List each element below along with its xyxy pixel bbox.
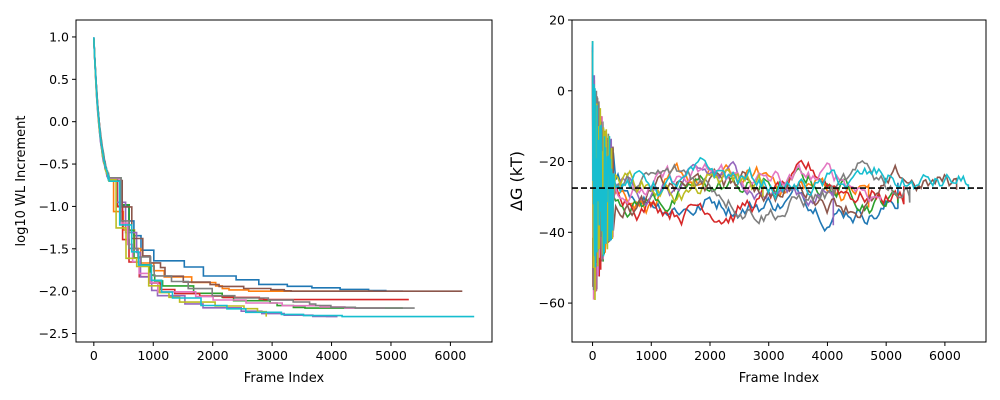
right-series-group (591, 41, 970, 301)
right-chart-panel: 0 1000 2000 3000 4000 5000 6000 20 0 −20 −40 −60 F… (507, 13, 987, 386)
left-x-ticks: 0 1000 2000 3000 4000 5000 6000 (90, 342, 466, 363)
series-line-5 (93, 37, 338, 318)
x-tick-label: 6000 (929, 348, 961, 363)
x-tick-label: 3000 (256, 348, 288, 363)
series-line-6 (93, 38, 463, 292)
series-line-2 (93, 38, 374, 292)
series-line-2 (591, 61, 870, 272)
x-tick-label: 4000 (812, 348, 844, 363)
x-tick-label: 1000 (137, 348, 169, 363)
y-tick-label: −0.5 (39, 157, 69, 172)
x-tick-label: 2000 (197, 348, 229, 363)
series-line-10 (93, 37, 475, 318)
series-line-3 (591, 41, 899, 289)
y-tick-label: −1.0 (39, 199, 69, 214)
left-chart-panel: 0 1000 2000 3000 4000 5000 6000 1.0 0.5 0.0 −0.5 −… (14, 19, 493, 386)
y-tick-label: 0.5 (49, 72, 69, 87)
y-tick-label: −2.0 (39, 284, 69, 299)
right-x-axis-label: Frame Index (739, 371, 820, 386)
left-y-ticks: 1.0 0.5 0.0 −0.5 −1.0 −1.5 −2.0 −2.5 (39, 29, 76, 341)
y-tick-label: 1.0 (49, 29, 69, 44)
y-tick-label: 0 (557, 83, 565, 98)
y-tick-label: 20 (549, 13, 565, 28)
left-y-axis-label: log10 WL Increment (14, 116, 29, 247)
x-tick-label: 5000 (375, 348, 407, 363)
y-tick-label: −2.5 (39, 326, 69, 341)
y-tick-label: 0.0 (49, 114, 69, 129)
left-series-group (93, 37, 475, 318)
y-tick-label: −40 (539, 225, 565, 240)
x-tick-label: 2000 (694, 348, 726, 363)
left-plot-frame (75, 19, 493, 343)
right-y-axis-label: ΔG (kT) (507, 151, 526, 211)
right-plot-frame (571, 19, 987, 343)
x-tick-label: 1000 (635, 348, 667, 363)
x-tick-label: 6000 (434, 348, 466, 363)
series-line-4 (591, 47, 905, 277)
series-line-6 (591, 50, 958, 291)
right-y-ticks: 20 0 −20 −40 −60 (539, 13, 572, 311)
right-x-ticks: 0 1000 2000 3000 4000 5000 6000 (589, 342, 961, 363)
series-line-8 (93, 38, 415, 309)
x-tick-label: 0 (90, 348, 98, 363)
x-tick-label: 3000 (753, 348, 785, 363)
y-tick-label: −1.5 (39, 241, 69, 256)
series-line-7 (93, 37, 385, 309)
y-tick-label: −60 (539, 296, 565, 311)
x-tick-label: 5000 (870, 348, 902, 363)
left-x-axis-label: Frame Index (244, 371, 325, 386)
y-tick-label: −20 (539, 154, 565, 169)
x-tick-label: 0 (589, 348, 597, 363)
series-line-10 (591, 41, 970, 268)
x-tick-label: 4000 (316, 348, 348, 363)
